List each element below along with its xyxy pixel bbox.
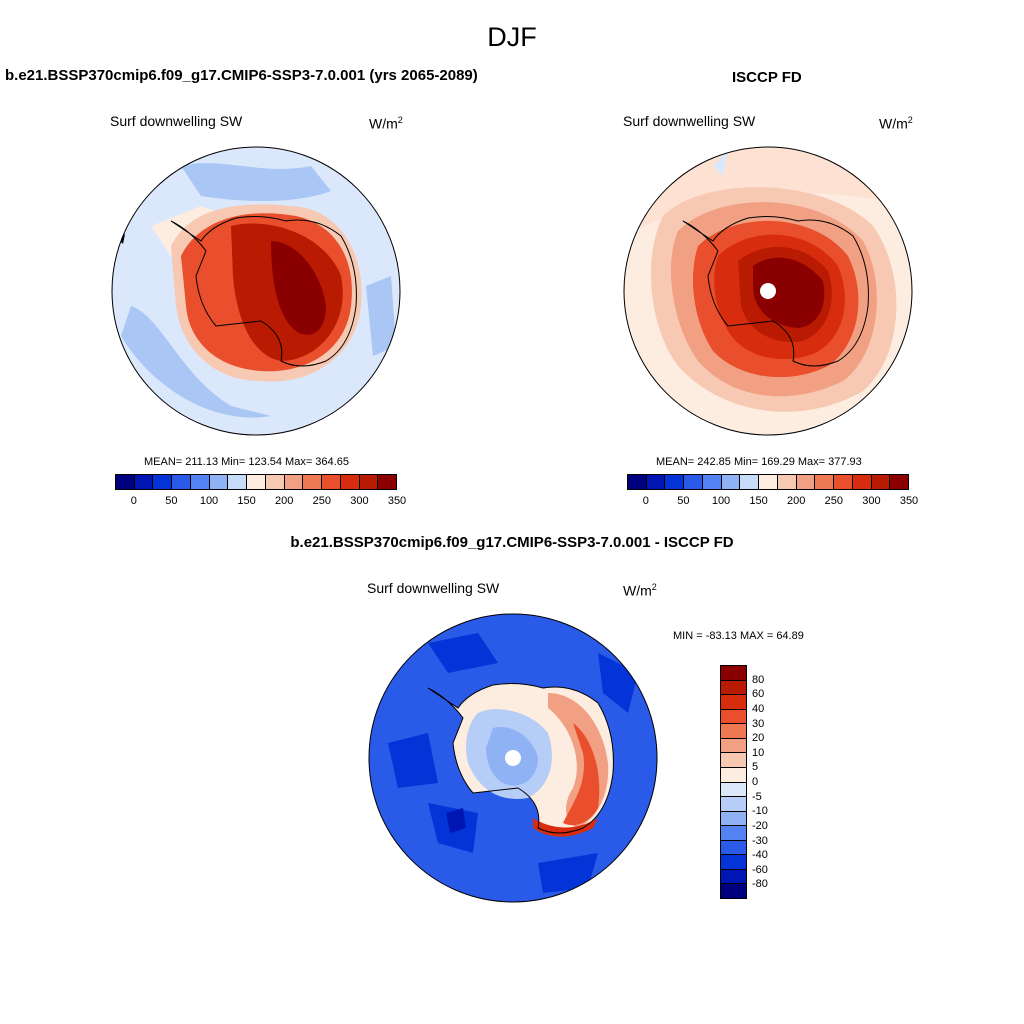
model-colorbar-ticks: 0 50 100 150 200 250 300 350 xyxy=(115,495,406,509)
model-colorbar-segment xyxy=(322,475,341,489)
obs-colorbar xyxy=(627,474,909,490)
diff-colorbar-segment xyxy=(721,840,746,856)
model-colorbar-tick-label: 350 xyxy=(387,495,407,507)
model-colorbar-segment xyxy=(228,475,248,489)
obs-units-label: W/m2 xyxy=(879,115,913,132)
obs-colorbar-segment xyxy=(665,475,685,489)
model-polar-map xyxy=(111,146,401,436)
diff-units-label: W/m2 xyxy=(623,582,657,599)
diff-colorbar xyxy=(720,665,747,899)
model-colorbar-segment xyxy=(359,475,379,489)
obs-colorbar-segment xyxy=(702,475,722,489)
diff-stats: MIN = -83.13 MAX = 64.89 xyxy=(673,630,804,642)
obs-colorbar-tick-label: 250 xyxy=(824,495,843,507)
diff-colorbar-tick-label: 0 xyxy=(752,776,759,788)
diff-colorbar-segment xyxy=(721,855,746,870)
diff-colorbar-segment xyxy=(721,782,746,798)
diff-colorbar-segment xyxy=(721,767,746,783)
model-colorbar-segment xyxy=(247,475,266,489)
diff-colorbar-tick-label: 10 xyxy=(752,746,765,759)
obs-colorbar-tick-label: 150 xyxy=(749,495,768,507)
obs-colorbar-tick-label: 350 xyxy=(899,495,919,507)
obs-colorbar-segment xyxy=(796,475,816,489)
obs-colorbar-segment xyxy=(759,475,778,489)
diff-colorbar-tick-label: -60 xyxy=(752,863,768,876)
obs-colorbar-ticks: 0 50 100 150 200 250 300 350 xyxy=(627,495,918,509)
model-colorbar-segment xyxy=(116,475,135,489)
model-colorbar-segment xyxy=(153,475,173,489)
model-colorbar-segment xyxy=(134,475,154,489)
obs-colorbar-segment xyxy=(815,475,835,489)
diff-colorbar-tick-label: -20 xyxy=(752,819,768,832)
diff-polar-map xyxy=(368,613,658,903)
model-colorbar-segment xyxy=(265,475,285,489)
model-colorbar-segment xyxy=(378,475,397,489)
model-colorbar-tick-label: 150 xyxy=(237,495,256,507)
model-variable-label: Surf downwelling SW xyxy=(110,113,243,129)
diff-colorbar-segment xyxy=(721,695,746,710)
diff-colorbar-segment xyxy=(721,680,746,696)
model-colorbar-segment xyxy=(284,475,304,489)
model-colorbar-tick-label: 0 xyxy=(130,495,137,507)
diff-colorbar-segment xyxy=(721,738,746,754)
diff-variable-label: Surf downwelling SW xyxy=(367,580,500,596)
model-stats: MEAN= 211.13 Min= 123.54 Max= 364.65 xyxy=(144,456,349,468)
diff-colorbar-tick-label: -30 xyxy=(752,834,768,847)
obs-colorbar-segment xyxy=(777,475,797,489)
diff-colorbar-tick-label: 5 xyxy=(752,761,759,774)
model-colorbar-tick-label: 250 xyxy=(312,495,331,507)
model-colorbar-tick-label: 300 xyxy=(350,495,369,507)
model-colorbar-segment xyxy=(190,475,210,489)
model-colorbar-tick-label: 100 xyxy=(199,495,219,507)
model-colorbar-tick-label: 200 xyxy=(275,495,294,507)
diff-colorbar-tick-label: -5 xyxy=(752,790,762,803)
diff-colorbar-tick-label: 40 xyxy=(752,702,765,715)
diff-colorbar-segment xyxy=(721,826,746,841)
obs-colorbar-segment xyxy=(646,475,666,489)
obs-colorbar-segment xyxy=(740,475,760,489)
page-title: DJF xyxy=(487,22,537,52)
diff-colorbar-segment xyxy=(721,666,746,681)
diff-colorbar-segment xyxy=(721,753,746,768)
obs-colorbar-segment xyxy=(721,475,741,489)
diff-colorbar-segment xyxy=(721,811,746,827)
obs-colorbar-tick-label: 50 xyxy=(677,495,690,507)
model-colorbar-segment xyxy=(340,475,360,489)
diff-colorbar-segment xyxy=(721,724,746,739)
obs-colorbar-segment xyxy=(890,475,909,489)
obs-colorbar-segment xyxy=(684,475,703,489)
obs-polar-map xyxy=(623,146,913,436)
diff-colorbar-tick-label: 30 xyxy=(752,717,765,730)
obs-stats: MEAN= 242.85 Min= 169.29 Max= 377.93 xyxy=(656,456,862,468)
diff-colorbar-segment xyxy=(721,869,746,885)
diff-colorbar-tick-label: 60 xyxy=(752,688,765,701)
diff-colorbar-segment xyxy=(721,797,746,812)
diff-panel-title: b.e21.BSSP370cmip6.f09_g17.CMIP6-SSP3-7.… xyxy=(290,534,734,551)
diff-colorbar-segment xyxy=(721,709,746,725)
diff-colorbar-tick-label: 20 xyxy=(752,732,765,745)
diff-colorbar-ticks: 80 60 40 30 20 10 5 0 -5 -10 -20 -30 -40 -60 -80 xyxy=(752,665,792,899)
obs-colorbar-tick-label: 300 xyxy=(862,495,881,507)
diff-colorbar-segment xyxy=(721,884,746,898)
obs-colorbar-segment xyxy=(834,475,853,489)
model-colorbar-segment xyxy=(303,475,323,489)
model-colorbar-tick-label: 50 xyxy=(165,495,178,507)
obs-colorbar-segment xyxy=(871,475,891,489)
diff-colorbar-tick-label: -80 xyxy=(752,878,768,891)
obs-variable-label: Surf downwelling SW xyxy=(623,113,756,129)
obs-colorbar-segment xyxy=(852,475,872,489)
model-colorbar xyxy=(115,474,397,490)
diff-colorbar-tick-label: -10 xyxy=(752,805,768,818)
model-units-label: W/m2 xyxy=(369,115,403,132)
obs-panel-title: ISCCP FD xyxy=(732,69,802,86)
diff-colorbar-tick-label: 80 xyxy=(752,673,765,686)
model-colorbar-segment xyxy=(209,475,229,489)
obs-colorbar-tick-label: 100 xyxy=(711,495,731,507)
obs-colorbar-tick-label: 200 xyxy=(787,495,806,507)
diff-colorbar-tick-label: -40 xyxy=(752,849,768,862)
model-panel-title: b.e21.BSSP370cmip6.f09_g17.CMIP6-SSP3-7.… xyxy=(5,67,478,84)
obs-colorbar-segment xyxy=(628,475,647,489)
model-colorbar-segment xyxy=(172,475,191,489)
obs-colorbar-tick-label: 0 xyxy=(642,495,649,507)
